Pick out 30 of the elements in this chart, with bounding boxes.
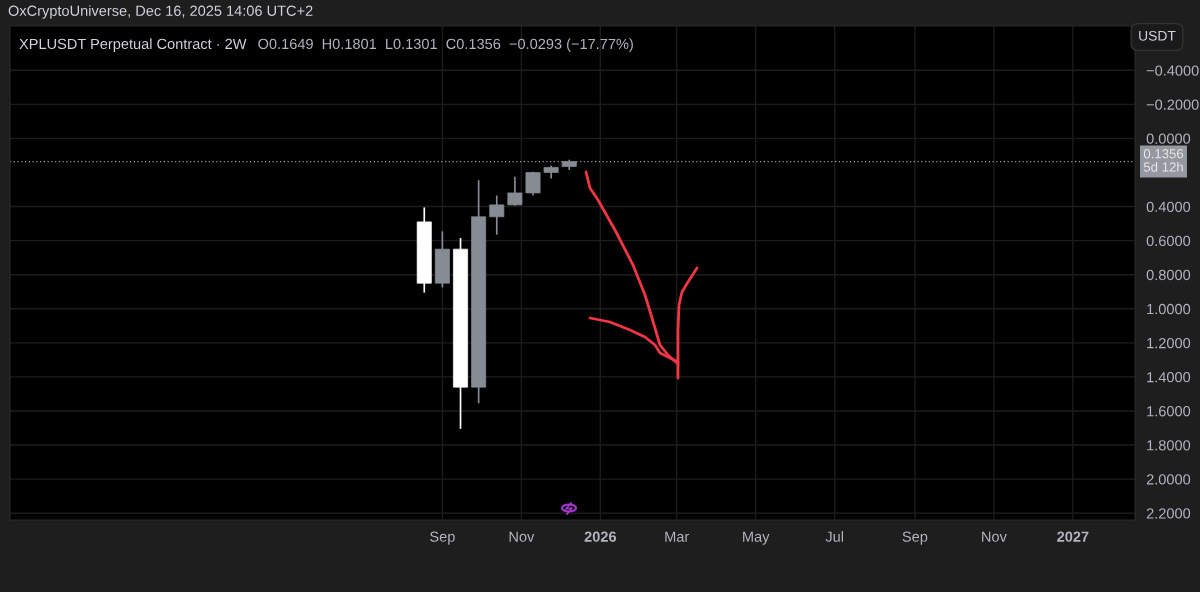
x-tick-label: Sep [430,531,455,545]
y-tick-label: 1.8000 [1147,440,1191,451]
y-tick-label: 1.0000 [1147,303,1191,315]
y-axis-title: USDT [1139,30,1176,41]
x-tick-label: Sep [902,531,928,545]
x-tick-label: 2027 [1057,531,1089,542]
x-tick-label: 2026 [584,531,617,542]
x-tick-label: Jul [825,531,843,542]
y-tick-label: 1.4000 [1147,372,1191,383]
y-tick-label: 1.2000 [1147,337,1191,349]
candlestick [489,195,505,235]
y-tick-label: 0.6000 [1146,235,1191,247]
x-tick-label: May [743,531,770,545]
candlestick [507,176,523,206]
y-tick-label: −0.4000 [1146,65,1199,76]
text: XPLUSDT Perpetual Contract · 2W [19,38,247,52]
y-tick-label: 2.0000 [1146,474,1191,485]
y-tick-label: −0.2000 [1146,99,1199,110]
candlestick [525,171,541,196]
x-tick-label: Nov [982,531,1007,542]
y-tick-label: 1.6000 [1147,406,1191,417]
y-tick-label: 2.2000 [1146,508,1191,519]
ref-line-label: 0.1356 5d 12h [1143,149,1184,172]
text: O0.1649 H0.1801 L0.1301 C0.1356 −0.0293 (−17.77%) [258,38,633,52]
y-tick-label: 0.8000 [1146,269,1191,281]
x-tick-label: Mar [665,531,690,542]
y-tick-label: 0.0000 [1146,133,1191,144]
x-tick-label: Nov [509,531,535,542]
y-tick-label: 0.4000 [1146,201,1191,212]
text: OxCryptoUniverse, Dec 16, 2025 14:06 UTC+2 [8,5,313,19]
